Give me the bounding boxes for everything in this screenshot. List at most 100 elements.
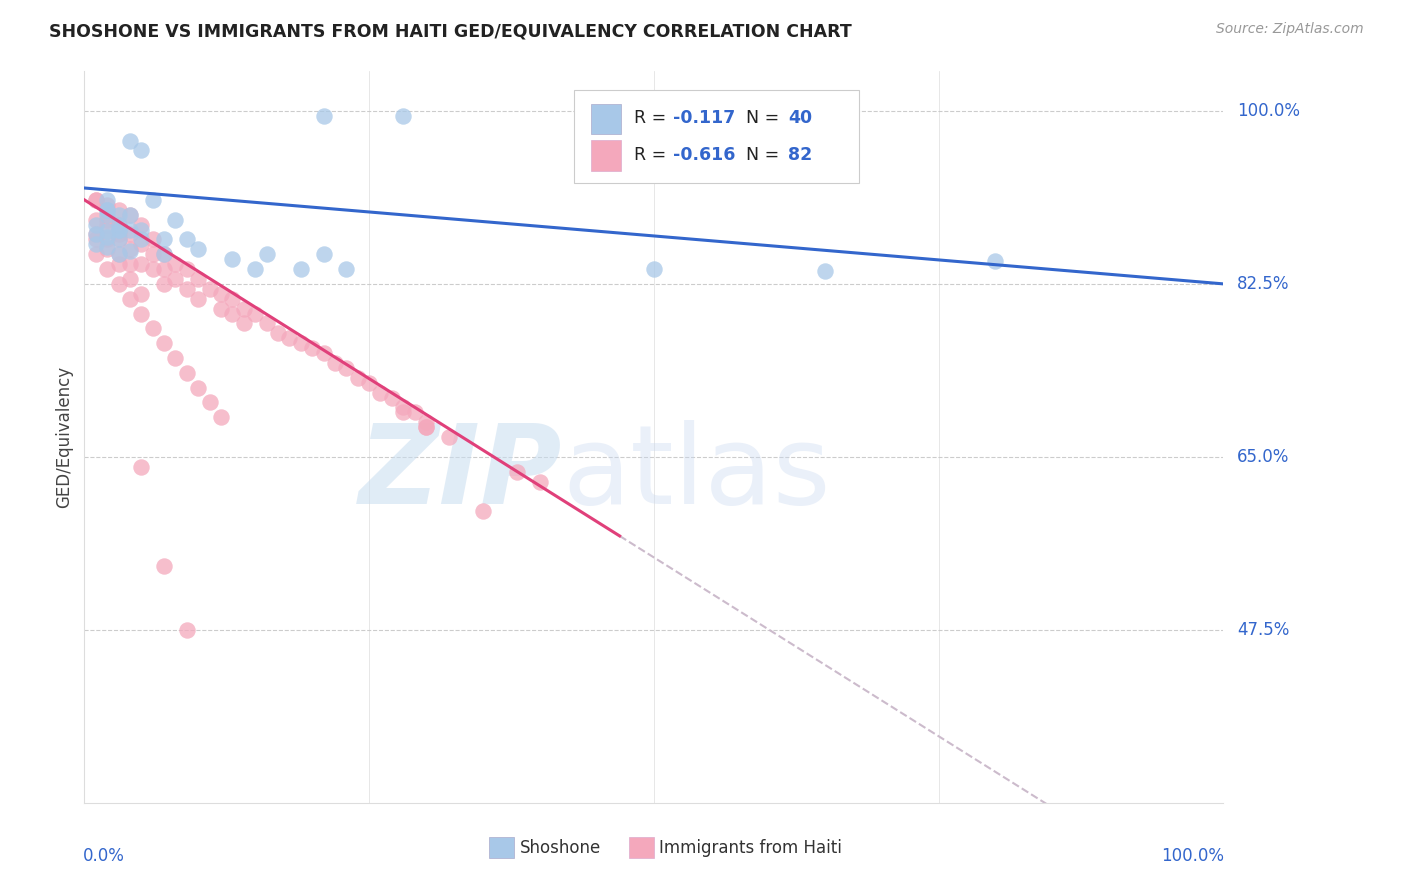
Text: R =: R = [634,109,672,128]
Point [290,262,312,277]
Point [107,202,129,217]
Point [165,212,187,227]
FancyBboxPatch shape [591,103,621,135]
Point [84,218,107,232]
Point [346,371,368,385]
Point [643,262,665,277]
FancyBboxPatch shape [628,838,654,858]
Point [142,247,165,261]
Point [84,227,107,242]
Point [335,262,357,277]
Point [187,242,209,256]
Point [107,232,129,246]
Point [176,282,198,296]
FancyBboxPatch shape [574,90,859,183]
Point [142,232,165,246]
Text: N =: N = [735,146,785,164]
Point [165,272,187,286]
Point [267,326,290,341]
Point [107,277,129,291]
Text: R =: R = [634,146,672,164]
Point [153,262,176,277]
FancyBboxPatch shape [489,838,513,858]
Point [198,282,221,296]
Point [142,193,165,207]
Point [96,218,118,232]
Point [131,218,153,232]
Point [370,385,392,400]
Point [96,198,118,212]
Point [107,218,129,232]
Point [232,317,254,331]
Point [404,405,426,419]
Text: 100.0%: 100.0% [1237,102,1301,120]
Text: SHOSHONE VS IMMIGRANTS FROM HAITI GED/EQUIVALENCY CORRELATION CHART: SHOSHONE VS IMMIGRANTS FROM HAITI GED/EQ… [49,22,852,40]
Y-axis label: GED/Equivalency: GED/Equivalency [55,366,73,508]
Point [153,277,176,291]
Point [176,366,198,380]
Point [335,360,357,375]
Text: 65.0%: 65.0% [1237,448,1289,466]
Point [118,222,141,236]
Point [118,257,141,271]
Point [142,321,165,335]
Point [472,504,495,518]
Point [131,144,153,158]
Point [506,465,529,479]
Point [96,212,118,227]
Point [312,109,335,123]
Point [84,193,107,207]
Point [153,336,176,351]
Point [529,475,551,489]
Point [142,262,165,277]
Point [153,247,176,261]
Point [96,230,118,244]
Point [131,306,153,320]
Point [392,401,415,415]
Point [96,240,118,254]
Text: ZIP: ZIP [359,420,562,527]
Text: 100.0%: 100.0% [1161,847,1225,864]
Point [176,262,198,277]
Text: Source: ZipAtlas.com: Source: ZipAtlas.com [1216,22,1364,37]
Point [256,317,278,331]
Point [209,410,232,425]
Point [176,623,198,637]
Text: 0.0%: 0.0% [83,847,125,864]
Point [96,232,118,246]
Point [256,247,278,261]
Point [176,232,198,246]
Point [153,558,176,573]
Point [381,391,404,405]
Point [415,420,437,434]
Point [187,292,209,306]
Point [107,208,129,222]
Point [415,420,437,434]
Point [96,202,118,217]
Point [107,227,129,242]
Point [84,232,107,246]
Text: 47.5%: 47.5% [1237,621,1289,639]
Point [84,193,107,207]
Point [312,247,335,261]
Text: -0.616: -0.616 [673,146,735,164]
Point [187,272,209,286]
Point [118,242,141,256]
Point [209,286,232,301]
Point [118,227,141,242]
Point [392,405,415,419]
Point [96,262,118,277]
Point [312,346,335,360]
Point [187,381,209,395]
Point [131,286,153,301]
Point [84,247,107,261]
Point [301,341,323,355]
Point [107,257,129,271]
Point [437,430,460,444]
Point [118,134,141,148]
Point [107,247,129,261]
Point [118,244,141,259]
Point [153,232,176,246]
Text: -0.117: -0.117 [673,109,735,128]
Text: 82: 82 [789,146,813,164]
